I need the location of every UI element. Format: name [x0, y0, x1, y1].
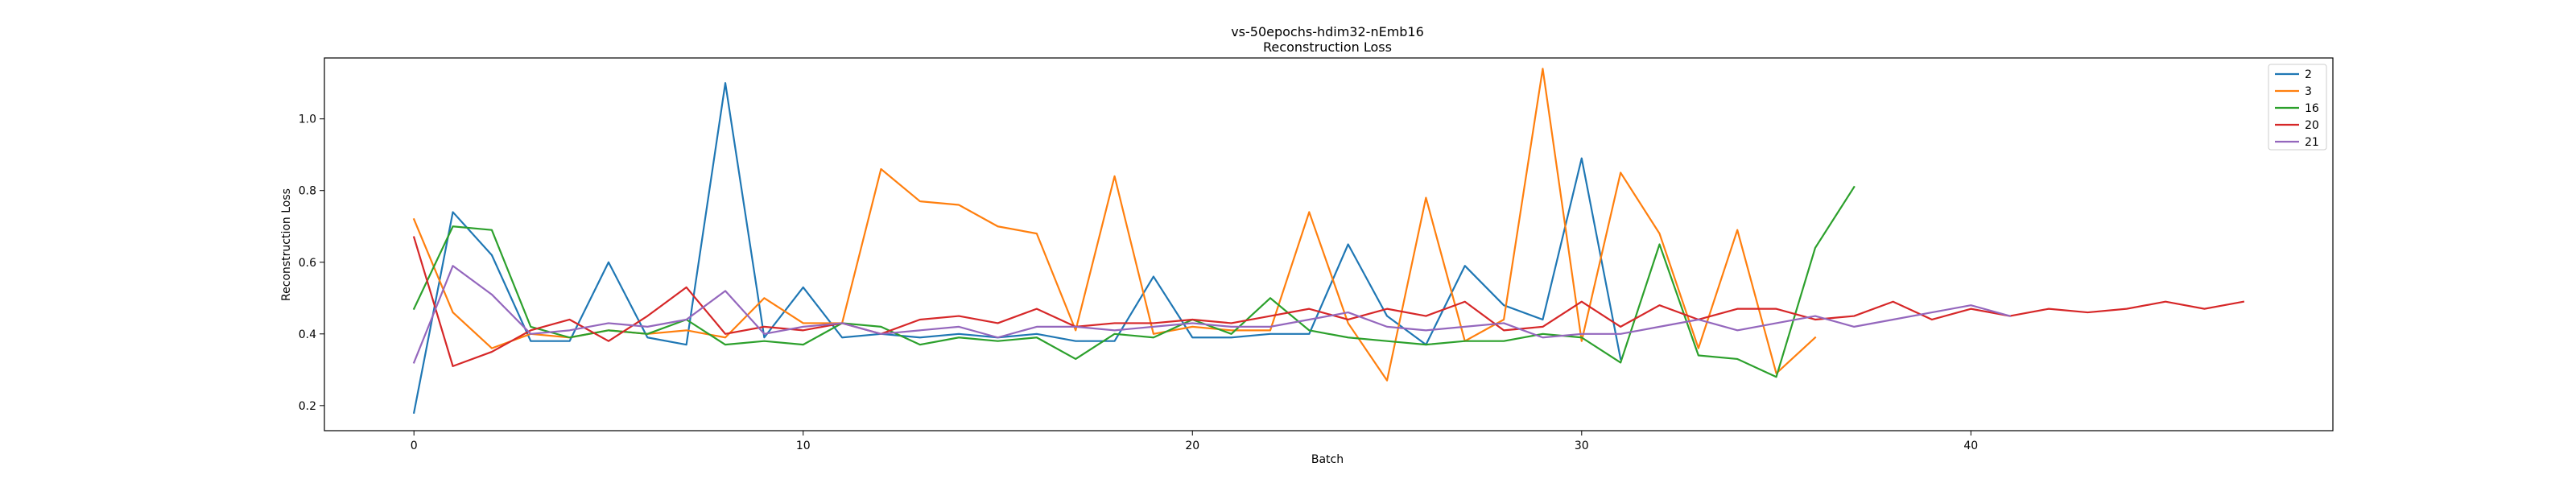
legend-label-2: 2	[2305, 68, 2312, 81]
x-tick-label: 30	[1575, 440, 1589, 452]
plot-frame	[324, 57, 2334, 431]
y-tick-label: 1.0	[299, 114, 316, 126]
chart-title: vs-50epochs-hdim32-nEmb16	[1231, 24, 1424, 39]
x-tick-label: 10	[796, 440, 811, 452]
x-axis-label: Batch	[1311, 453, 1344, 466]
y-tick-label: 0.4	[299, 328, 316, 341]
y-axis-label: Reconstruction Loss	[280, 188, 293, 301]
series-line-2	[412, 82, 1622, 415]
legend-label-21: 21	[2305, 136, 2319, 149]
series-group	[412, 68, 2245, 415]
legend-label-16: 16	[2305, 102, 2319, 115]
x-tick-label: 40	[1963, 440, 1978, 452]
series-line-20	[412, 236, 2245, 367]
x-axis: 0 10 20 30 40	[411, 431, 1978, 452]
legend: 2 3 16 20 21	[2268, 64, 2327, 151]
x-tick-label: 20	[1185, 440, 1199, 452]
y-tick-label: 0.6	[299, 257, 316, 270]
series-line-21	[412, 265, 2012, 364]
legend-label-20: 20	[2305, 119, 2319, 132]
x-tick-label: 0	[411, 440, 418, 452]
chart-subtitle: Reconstruction Loss	[1263, 39, 1392, 55]
legend-items: 2 3 16 20 21	[2275, 68, 2319, 149]
legend-label-3: 3	[2305, 85, 2312, 98]
y-axis: 0.2 0.4 0.6 0.8 1.0	[299, 114, 324, 413]
y-tick-label: 0.2	[299, 400, 316, 413]
series-line-16	[412, 185, 1856, 378]
y-tick-label: 0.8	[299, 185, 316, 198]
plot-area: 0 10 20 30 40 0.2 0.4 0.6 0.8 1.0	[299, 57, 2334, 452]
